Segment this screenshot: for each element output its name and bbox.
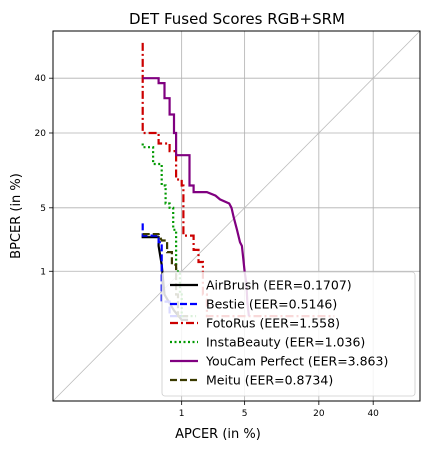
x-tick-label: 5 bbox=[242, 409, 248, 419]
series-line-5 bbox=[142, 77, 250, 317]
legend-entry: Meitu (EER=0.8734) bbox=[206, 373, 333, 388]
legend-entry: FotoRus (EER=1.558) bbox=[206, 316, 340, 331]
x-axis-label: APCER (in %) bbox=[175, 427, 261, 442]
diagonal-reference bbox=[52, 30, 421, 402]
y-tick-label: 1 bbox=[40, 267, 46, 277]
legend-entry: Bestie (EER=0.5146) bbox=[206, 297, 337, 312]
legend-entry: AirBrush (EER=0.1707) bbox=[206, 278, 352, 293]
y-tick-label: 40 bbox=[35, 74, 47, 84]
plot-border bbox=[52, 30, 421, 402]
legend-entry: YouCam Perfect (EER=3.863) bbox=[205, 354, 388, 369]
x-tick-label: 40 bbox=[367, 409, 379, 419]
x-tick-label: 1 bbox=[179, 409, 185, 419]
y-tick-label: 5 bbox=[40, 204, 46, 214]
y-tick-label: 20 bbox=[35, 129, 47, 139]
legend-entry: InstaBeauty (EER=1.036) bbox=[206, 335, 365, 350]
series-line-4 bbox=[141, 143, 197, 318]
diagonal-line bbox=[52, 30, 421, 402]
chart-title: DET Fused Scores RGB+SRM bbox=[129, 10, 345, 28]
axis-ticks: 1 5 20 40 1 5 20 40 bbox=[35, 74, 380, 419]
legend: AirBrush (EER=0.1707) Bestie (EER=0.5146)… bbox=[161, 271, 416, 397]
legend-box bbox=[161, 271, 416, 397]
x-tick-label: 20 bbox=[313, 409, 325, 419]
y-axis-label: BPCER (in %) bbox=[9, 173, 24, 259]
